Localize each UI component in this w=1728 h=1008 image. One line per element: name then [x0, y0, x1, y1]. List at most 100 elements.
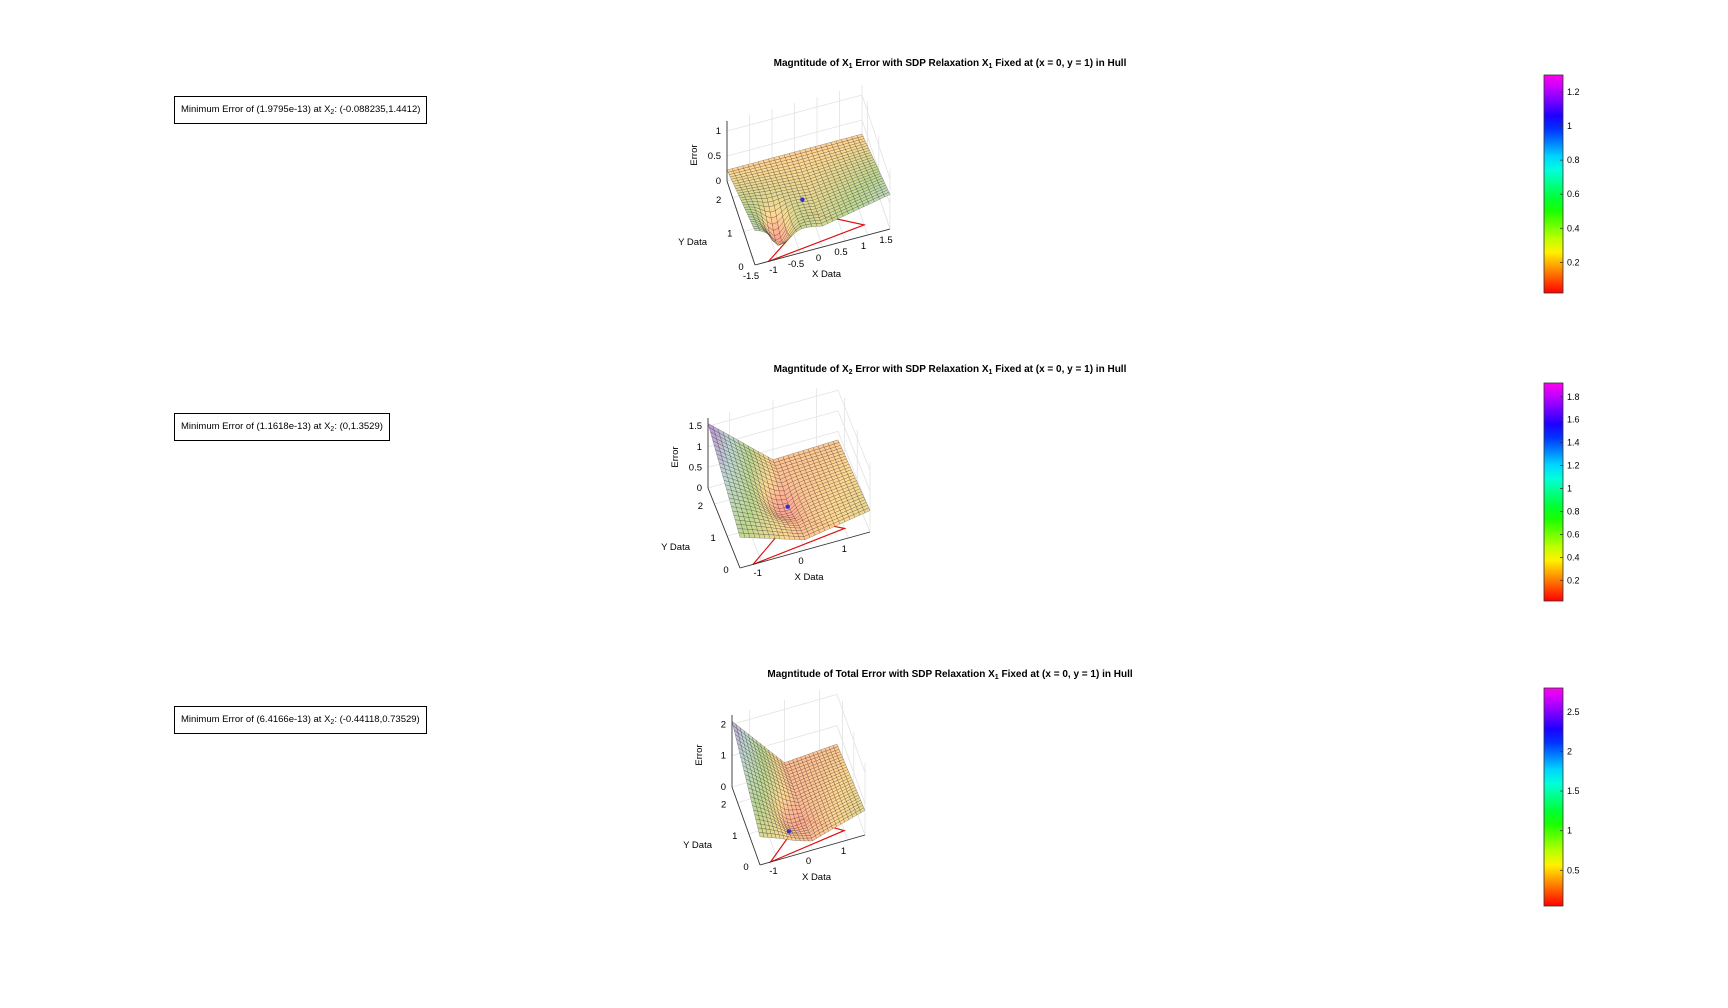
annotation-text: Minimum Error of (6.4166e-13) at X — [181, 714, 331, 725]
colorbar-tick-label: 1 — [1567, 484, 1572, 494]
title-subscript: 1 — [988, 63, 993, 70]
colorbar-tick-label: 0.6 — [1567, 189, 1580, 199]
grid-line — [726, 94, 863, 132]
x-tick-label: 1 — [861, 241, 866, 252]
annotation-subscript: 2 — [330, 109, 335, 116]
chart-title: Magntitude of Total Error with SDP Relax… — [680, 669, 1220, 681]
y-axis-line — [731, 786, 761, 866]
title-subscript: 1 — [988, 369, 993, 376]
z-axis-label: Error — [689, 144, 700, 165]
colorbar-tick-label: 0.2 — [1567, 575, 1580, 585]
colorbar-tick-label: 0.5 — [1567, 865, 1580, 875]
grid-line — [731, 694, 838, 725]
y-tick-label: 2 — [698, 501, 703, 512]
title-part: Magntitude of X — [773, 364, 849, 375]
x-tick-label: 0 — [798, 556, 803, 567]
surface-plot: -1 0 1 0 1 2 0 1 2 X Data Y Data Error — [683, 690, 866, 883]
min-error-annotation: Minimum Error of (1.9795e-13) at X2: (-0… — [174, 96, 428, 124]
z-axis-label: Error — [670, 446, 681, 467]
colorbar-tick-label: 1.6 — [1567, 415, 1580, 425]
annotation-text-tail: : (-0.088235,1.4412) — [334, 104, 421, 115]
annotation-text-tail: : (-0.44118,0.73529) — [334, 714, 420, 725]
surface-patch — [863, 507, 871, 514]
grid-line — [836, 694, 866, 773]
x-tick-label: 1.5 — [879, 235, 892, 246]
annotation-text: Minimum Error of (1.1618e-13) at X — [181, 421, 331, 432]
title-part: Magntitude of X — [773, 58, 849, 69]
colorbar: 0.5 1 1.5 2 2.5 — [1543, 687, 1580, 907]
chart-title: Magntitude of X2 Error with SDP Relaxati… — [680, 364, 1220, 376]
y-axis-label: Y Data — [678, 237, 708, 248]
title-part: Fixed at (x = 0, y = 1) in Hull — [992, 364, 1127, 375]
x-tick-label: -0.5 — [788, 259, 804, 270]
z-tick-label: 0 — [697, 483, 702, 494]
x-tick-label: -1 — [769, 866, 777, 877]
y-axis-line — [726, 180, 756, 266]
colorbar-tick-label: 0.6 — [1567, 529, 1580, 539]
x-axis-label: X Data — [812, 269, 842, 280]
x-tick-label: 1 — [842, 544, 847, 555]
x-tick-label: -1 — [753, 568, 761, 579]
title-part: Fixed at (x = 0, y = 1) in Hull — [998, 669, 1133, 680]
z-tick-label: 0 — [721, 782, 726, 793]
y-axis-label: Y Data — [683, 840, 713, 851]
grid-line — [861, 94, 891, 180]
y-tick-label: 1 — [727, 228, 732, 239]
annotation-subscript: 2 — [330, 426, 335, 433]
grid-line — [836, 725, 866, 804]
colorbar-tick-label: 1.2 — [1567, 87, 1580, 97]
colorbar-tick-label: 2 — [1567, 746, 1572, 756]
y-tick-label: 0 — [738, 262, 743, 273]
colorbar-tick-label: 1.4 — [1567, 438, 1580, 448]
title-part: Fixed at (x = 0, y = 1) in Hull — [992, 58, 1127, 69]
grid-line — [837, 390, 871, 471]
colorbar-tick-label: 1 — [1567, 826, 1572, 836]
colorbar-gradient — [1543, 687, 1564, 907]
colorbar-tick-label: 0.4 — [1567, 223, 1580, 233]
z-tick-label: 1 — [721, 751, 726, 762]
colorbar-tick-label: 0.8 — [1567, 155, 1580, 165]
surface-plot: -1.5 -1 -0.5 0 0.5 1 1.5 0 1 2 0 0.5 1 X Data Y Data Er… — [678, 85, 893, 282]
y-axis-label: Y Data — [661, 542, 691, 553]
x-tick-label: 0.5 — [834, 247, 847, 258]
x-tick-label: 1 — [841, 846, 846, 857]
colorbar-gradient — [1543, 74, 1564, 294]
y-tick-label: 0 — [743, 862, 748, 873]
panel-x1-error: Minimum Error of (1.9795e-13) at X2: (-0… — [0, 0, 1728, 300]
grid-line — [837, 410, 871, 491]
y-axis-line — [707, 487, 741, 569]
minimum-marker — [785, 504, 790, 509]
y-tick-label: 2 — [716, 195, 721, 206]
grid-line — [837, 431, 871, 512]
title-subscript: 2 — [848, 369, 853, 376]
z-tick-label: 0.5 — [689, 462, 702, 473]
z-tick-label: 1 — [716, 126, 721, 137]
surface-mesh — [726, 133, 891, 246]
grid-line — [707, 389, 839, 427]
surface-plot: -1 0 1 0 1 2 0 0.5 1 1.5 X Data Y Data Error — [661, 388, 871, 583]
y-tick-label: 1 — [711, 533, 716, 544]
colorbar-tick-label: 0.2 — [1567, 257, 1580, 267]
surface-patch — [859, 807, 866, 813]
x-tick-label: 0 — [816, 253, 821, 264]
y-tick-label: 0 — [723, 565, 728, 576]
annotation-subscript: 2 — [330, 719, 335, 726]
colorbar-tick-label: 1.5 — [1567, 786, 1580, 796]
x-axis-label: X Data — [802, 872, 832, 883]
y-tick-label: 1 — [732, 831, 737, 842]
panel-total-error: Minimum Error of (6.4166e-13) at X2: (-0… — [0, 610, 1728, 910]
x-tick-label: -1 — [769, 265, 777, 276]
z-axis-label: Error — [694, 744, 705, 765]
title-part: Magntitude of Total Error with SDP Relax… — [767, 669, 995, 680]
min-error-annotation: Minimum Error of (1.1618e-13) at X2: (0,… — [174, 413, 390, 441]
surface-mesh — [707, 423, 871, 541]
min-error-annotation: Minimum Error of (6.4166e-13) at X2: (-0… — [174, 706, 427, 734]
colorbar-tick-label: 1.2 — [1567, 461, 1580, 471]
x-axis-line — [754, 228, 891, 266]
title-part: Error with SDP Relaxation X — [852, 58, 989, 69]
colorbar-tick-label: 0.8 — [1567, 507, 1580, 517]
annotation-text-tail: : (0,1.3529) — [334, 421, 383, 432]
minimum-marker — [786, 829, 792, 834]
annotation-text: Minimum Error of (1.9795e-13) at X — [181, 104, 331, 115]
z-tick-label: 2 — [721, 719, 726, 730]
